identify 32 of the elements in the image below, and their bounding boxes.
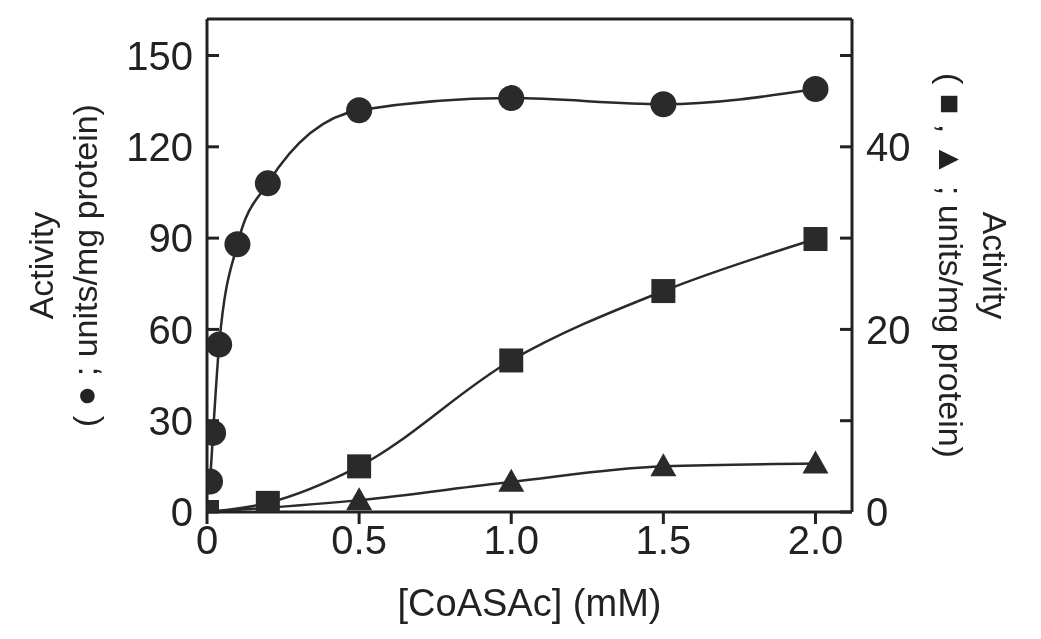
x-axis-title: [CoASAc] (mM) xyxy=(397,582,662,624)
y-tick-label: 0 xyxy=(170,490,193,535)
point xyxy=(207,331,233,358)
point xyxy=(346,487,373,511)
x-tick-label: 2.0 xyxy=(787,518,844,563)
point xyxy=(346,97,373,124)
point xyxy=(651,279,676,304)
x-tick-label: 1.0 xyxy=(483,518,540,563)
y-tick-label: 150 xyxy=(126,33,193,78)
point xyxy=(224,231,251,258)
y-tick-label: 120 xyxy=(126,125,193,170)
y-tick-label: 60 xyxy=(148,307,193,352)
point xyxy=(803,227,828,252)
y-axis-title: Activity ( ● ; units/mg protein) xyxy=(22,104,104,427)
y2-tick-label: 20 xyxy=(866,307,911,352)
y2-tick-label: 0 xyxy=(866,490,889,535)
y-tick-label: 30 xyxy=(148,398,193,443)
point xyxy=(650,91,677,118)
y2-tick-label: 40 xyxy=(866,125,911,170)
y-tick-label: 90 xyxy=(148,216,193,261)
point xyxy=(802,450,829,474)
point xyxy=(499,348,524,373)
x-tick-label: 1.5 xyxy=(635,518,692,563)
point xyxy=(650,453,677,477)
point xyxy=(498,468,525,492)
point xyxy=(255,490,280,512)
point xyxy=(347,454,372,479)
point xyxy=(254,170,281,197)
x-tick-label: 0.5 xyxy=(331,518,387,563)
point xyxy=(498,85,525,112)
y2-axis-title: Activity ( ■ , ▲ ; units/mg protein) xyxy=(932,73,1014,458)
point xyxy=(802,75,829,102)
